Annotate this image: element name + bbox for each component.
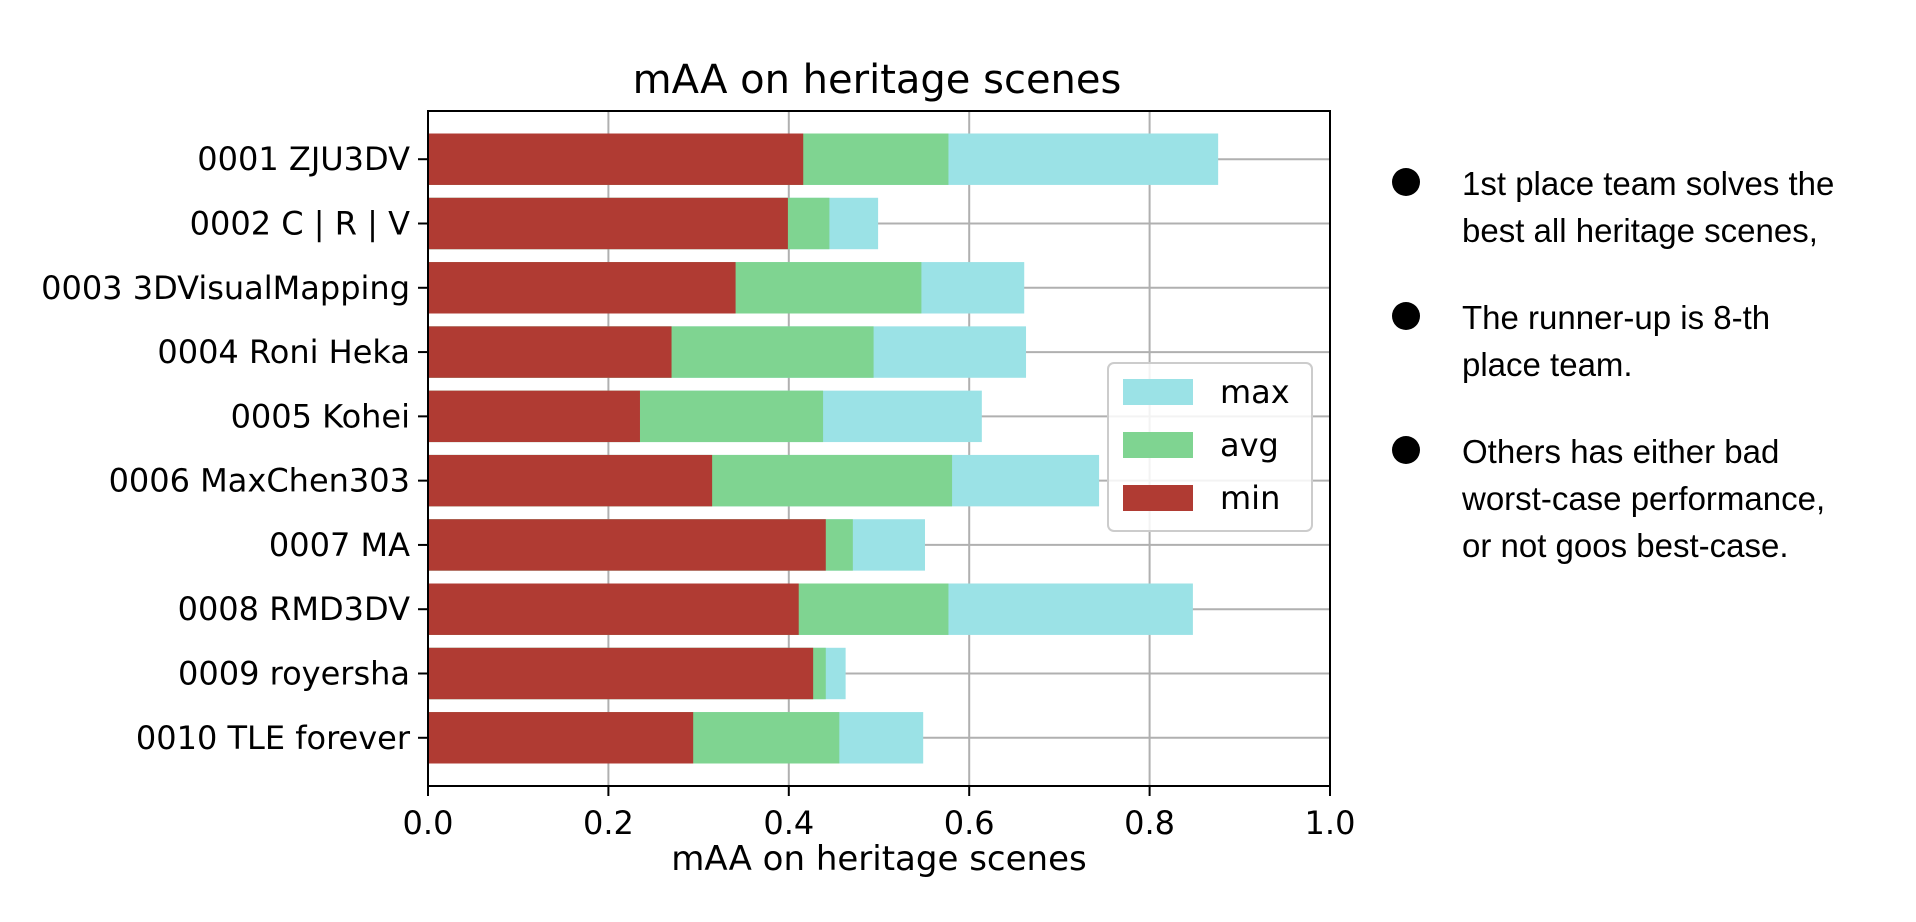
x-tick-label: 0.8 — [1124, 804, 1175, 842]
legend-label-min: min — [1220, 479, 1280, 517]
x-tick-label: 0.6 — [944, 804, 995, 842]
bullet-text-line: 1st place team solves the — [1462, 165, 1835, 202]
bar-min — [428, 712, 694, 764]
bar-min — [428, 197, 788, 250]
x-tick-label: 1.0 — [1305, 804, 1356, 842]
bullet-text-line: or not goos best-case. — [1462, 527, 1789, 564]
legend-swatch-avg — [1123, 432, 1193, 458]
x-tick-label: 0.0 — [403, 804, 454, 842]
legend-swatch-min — [1123, 485, 1193, 511]
plot-frame — [427, 110, 1331, 787]
bars — [428, 133, 1219, 764]
bar-chart: mAA on heritage scenes 0001 ZJU3DV 0002 C… — [41, 57, 1356, 879]
bullet-dot-icon — [1392, 436, 1420, 464]
y-tick-label: 0006 MaxChen303 — [109, 462, 410, 500]
y-tick-label: 0005 Kohei — [231, 397, 410, 435]
bullet-dot-icon — [1392, 302, 1420, 330]
bullet-text-line: Others has either bad — [1462, 433, 1780, 470]
legend-label-max: max — [1220, 373, 1290, 411]
y-tick-label: 0004 Roni Heka — [157, 333, 410, 371]
bar-min — [428, 647, 814, 700]
bullet-dot-icon — [1392, 168, 1420, 196]
bar-min — [428, 390, 640, 443]
legend-swatch-max — [1123, 379, 1193, 405]
legend-label-avg: avg — [1220, 426, 1279, 464]
y-axis-ticks: 0001 ZJU3DV 0002 C | R | V 0003 3DVisualMa… — [41, 140, 428, 757]
y-tick-label: 0008 RMD3DV — [178, 590, 411, 628]
x-tick-label: 0.2 — [583, 804, 634, 842]
y-tick-label: 0001 ZJU3DV — [197, 140, 410, 178]
y-tick-label: 0002 C | R | V — [190, 205, 410, 243]
bar-min — [428, 583, 799, 635]
bar-min — [428, 454, 713, 507]
bullet-text-line: place team. — [1462, 346, 1633, 383]
bullet-item: 1st place team solves the best all herit… — [1390, 160, 1910, 254]
y-tick-label: 0010 TLE forever — [136, 719, 411, 757]
y-tick-label: 0003 3DVisualMapping — [41, 269, 410, 307]
chart-title: mAA on heritage scenes — [633, 57, 1122, 103]
x-axis-label: mAA on heritage scenes — [671, 839, 1086, 879]
x-axis-ticks: 0.0 0.2 0.4 0.6 0.8 1.0 — [403, 786, 1356, 842]
bar-min — [428, 519, 826, 571]
bullet-list: 1st place team solves the best all herit… — [1390, 160, 1910, 609]
y-tick-label: 0007 MA — [269, 526, 410, 564]
bullet-item: The runner-up is 8-th place team. — [1390, 294, 1910, 388]
legend: max avg min — [1107, 362, 1313, 532]
bullet-text-line: best all heritage scenes, — [1462, 212, 1818, 249]
x-tick-label: 0.4 — [763, 804, 814, 842]
y-tick-label: 0009 royersha — [178, 655, 410, 693]
bar-min — [428, 262, 736, 314]
bar-min — [428, 326, 672, 378]
bullet-text-line: worst-case performance, — [1462, 480, 1826, 517]
bullet-item: Others has either bad worst-case perform… — [1390, 428, 1910, 569]
bullet-text-line: The runner-up is 8-th — [1462, 299, 1771, 336]
bar-min — [428, 133, 804, 185]
